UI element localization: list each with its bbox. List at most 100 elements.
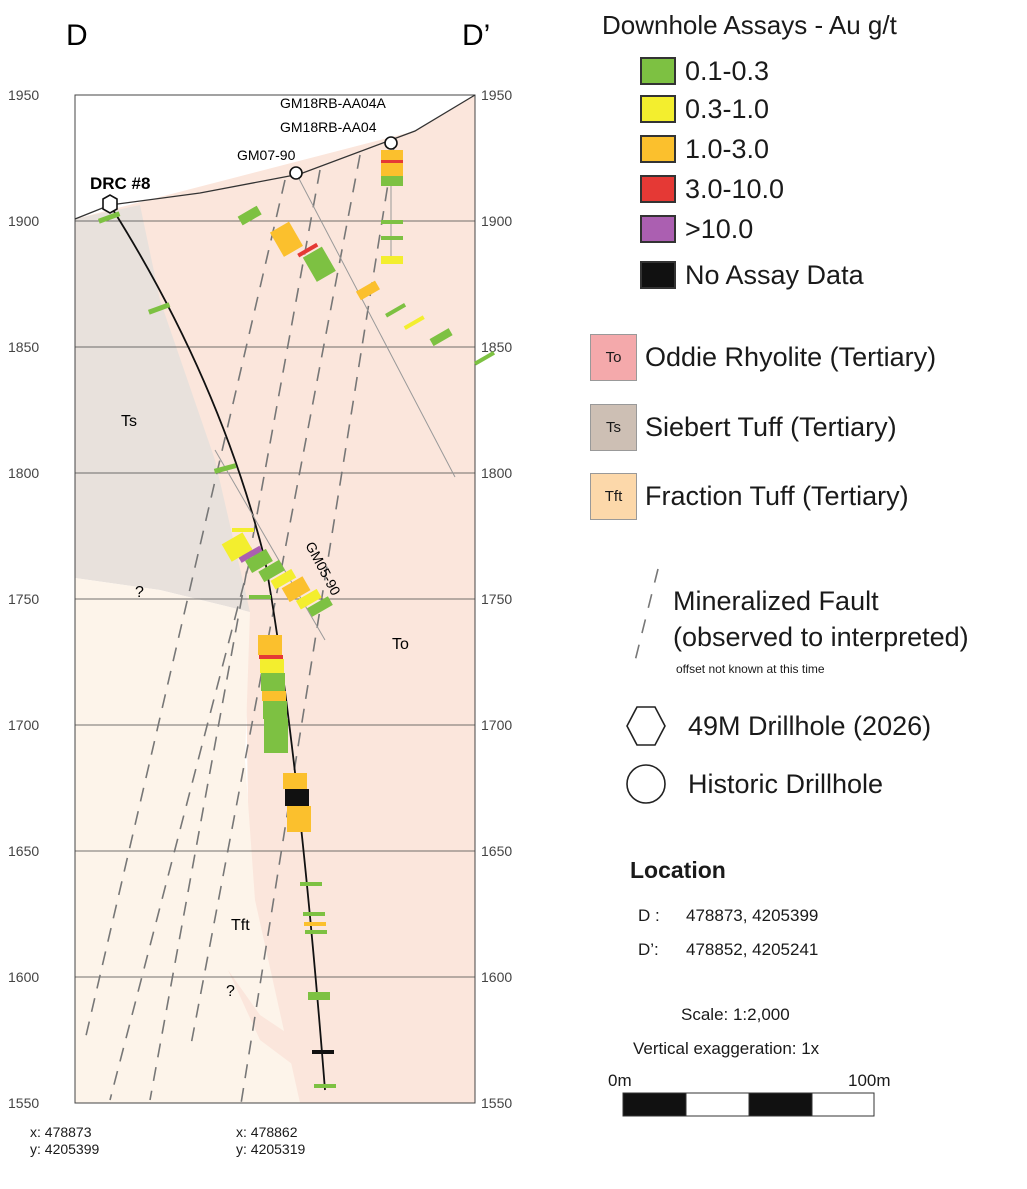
assay-interval <box>262 691 286 701</box>
scale-bar <box>622 1092 875 1117</box>
elevation-tick-left: 1700 <box>8 717 39 733</box>
elevation-tick-left: 1650 <box>8 843 39 859</box>
elevation-tick-left: 1550 <box>8 1095 39 1111</box>
elevation-tick-right: 1650 <box>481 843 512 859</box>
assay-interval <box>355 280 380 301</box>
assay-swatch <box>640 57 676 85</box>
assay-interval <box>307 596 333 617</box>
assay-interval <box>308 992 330 1000</box>
drillhole-label-drc8: DRC #8 <box>90 174 150 193</box>
assay-interval <box>381 236 403 240</box>
drillhole-symbol-row: Historic Drillhole <box>624 762 883 806</box>
assay-swatch <box>640 215 676 243</box>
fault-legend-icon <box>632 568 659 670</box>
elevation-tick-right: 1550 <box>481 1095 512 1111</box>
gm18rb-aa04-collar-circle-icon[interactable] <box>384 136 398 150</box>
gm07-90-trace <box>295 172 456 478</box>
hexagon-icon <box>626 706 666 746</box>
assay-swatch <box>640 95 676 123</box>
drillhole-symbol-row: 49M Drillhole (2026) <box>624 704 931 748</box>
assay-interval <box>147 302 171 315</box>
assay-legend-title: Downhole Assays - Au g/t <box>602 10 897 40</box>
assay-interval <box>381 220 403 224</box>
assay-interval <box>302 246 336 282</box>
assay-legend-row: 0.1-0.3 <box>640 54 769 88</box>
assay-legend-row: >10.0 <box>640 212 753 246</box>
assay-interval <box>314 1084 336 1088</box>
assay-interval <box>232 528 254 532</box>
assay-interval <box>261 673 285 691</box>
elevation-tick-right: 1800 <box>481 465 512 481</box>
elevation-tick-right: 1600 <box>481 969 512 985</box>
gm07-90-collar-circle-icon[interactable] <box>289 166 303 180</box>
location-title: Location <box>630 857 726 883</box>
fault-legend-label: Mineralized Fault <box>673 586 879 616</box>
fault-line <box>149 169 321 1101</box>
unit-label-ts: Ts <box>121 413 137 430</box>
assay-interval <box>297 242 319 258</box>
location-row: D’: 478852, 4205241 <box>638 940 819 959</box>
fraction-tuff-area <box>75 578 300 1103</box>
assay-interval <box>283 773 307 789</box>
drc8-collar-hexagon-icon[interactable] <box>102 194 118 214</box>
assay-swatch <box>640 175 676 203</box>
assay-interval <box>429 328 453 347</box>
unit-swatch: Ts <box>590 404 637 451</box>
assay-interval <box>263 701 287 719</box>
drillhole-label-gm18rb-aa04: GM18RB-AA04 <box>280 119 377 135</box>
fault-legend-note: offset not known at this time <box>676 662 825 676</box>
unknown-label: ? <box>226 983 235 1000</box>
unit-legend-row: Tft Fraction Tuff (Tertiary) <box>590 473 909 520</box>
circle-icon <box>626 764 666 804</box>
assay-interval <box>245 548 273 574</box>
section-frame <box>74 94 476 1104</box>
scale-label: Scale: 1:2,000 <box>681 1005 790 1024</box>
oddie-rhyolite-tongue <box>228 970 375 1092</box>
elevation-tick-right: 1750 <box>481 591 512 607</box>
assay-interval <box>264 719 288 753</box>
assay-interval <box>269 221 304 257</box>
scale-bar-start-label: 0m <box>608 1071 632 1090</box>
unit-legend-row: Ts Siebert Tuff (Tertiary) <box>590 404 897 451</box>
assay-legend-row: 0.3-1.0 <box>640 92 769 126</box>
assay-swatch <box>640 261 676 289</box>
elevation-tick-right: 1950 <box>481 87 512 103</box>
fault-line <box>189 154 361 1051</box>
unit-label-to: To <box>392 636 409 653</box>
fault-line <box>109 559 251 1101</box>
siebert-tuff-area <box>75 205 250 612</box>
assay-interval <box>249 595 271 599</box>
assay-interval <box>305 930 327 934</box>
cross-section: 1950 1950 1900 1900 1850 1850 1800 1800 1750 1750… <box>8 19 512 1111</box>
assay-interval <box>381 256 403 264</box>
scale-bar-end-label: 100m <box>848 1071 891 1090</box>
gm05-90-trace <box>214 449 326 641</box>
assay-interval <box>381 160 403 163</box>
assay-swatch <box>640 135 676 163</box>
elevation-tick-right: 1700 <box>481 717 512 733</box>
assay-interval <box>258 635 282 655</box>
elevation-tick-left: 1950 <box>8 87 39 103</box>
elevation-tick-right: 1850 <box>481 339 512 355</box>
assay-interval <box>221 532 253 562</box>
unit-legend-row: To Oddie Rhyolite (Tertiary) <box>590 334 936 381</box>
assay-interval <box>213 463 237 474</box>
assay-interval <box>260 659 284 673</box>
unit-swatch: To <box>590 334 637 381</box>
coordinate-label: x: 478862 y: 4205319 <box>236 1124 306 1157</box>
location-row: D : 478873, 4205399 <box>638 906 819 925</box>
assay-interval <box>381 176 403 186</box>
elevation-tick-left: 1750 <box>8 591 39 607</box>
assay-legend-row: 3.0-10.0 <box>640 172 784 206</box>
drillhole-label-gm07-90: GM07-90 <box>237 147 296 163</box>
section-start-label: D <box>66 19 88 52</box>
assay-interval <box>403 315 425 330</box>
unit-swatch: Tft <box>590 473 637 520</box>
assay-interval <box>270 568 297 590</box>
assay-interval <box>385 303 407 318</box>
assay-legend-row: 1.0-3.0 <box>640 132 769 166</box>
fault-line <box>239 139 396 1111</box>
assay-interval <box>287 806 311 832</box>
vertical-exaggeration-label: Vertical exaggeration: 1x <box>633 1039 820 1058</box>
assay-interval <box>473 351 496 366</box>
